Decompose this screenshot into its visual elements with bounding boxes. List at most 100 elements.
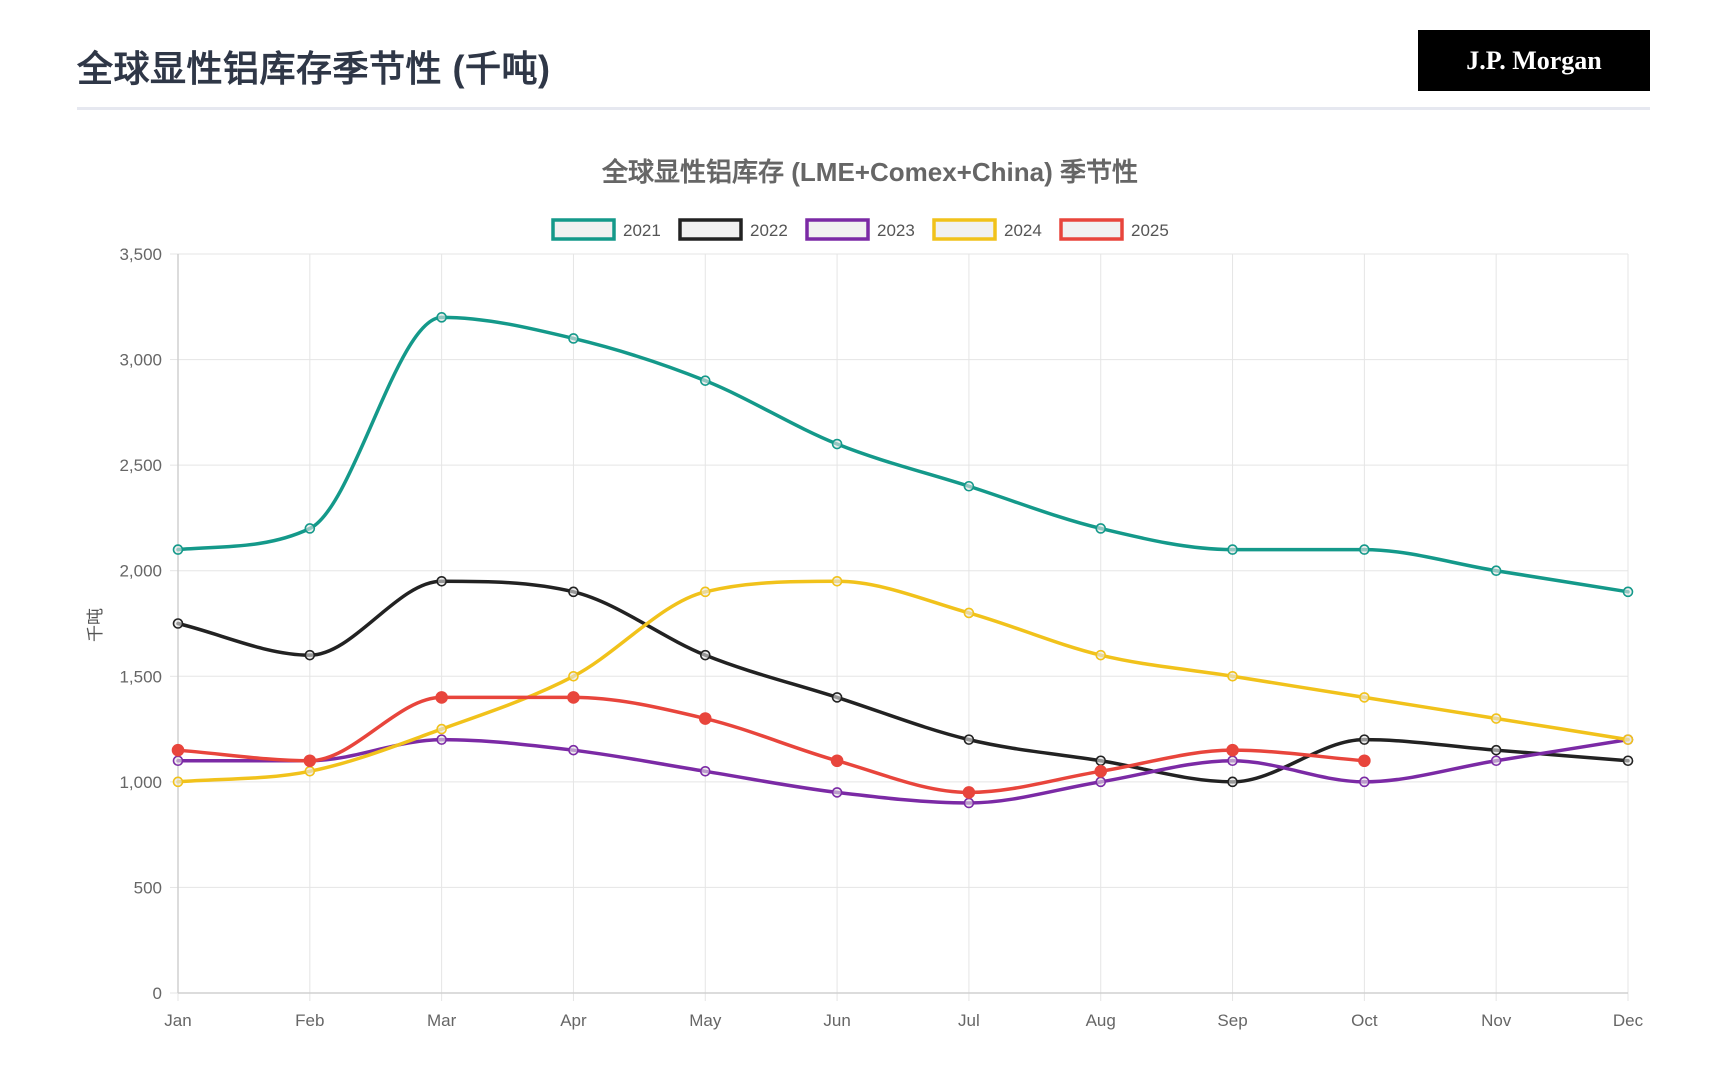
data-point-2024[interactable] — [1227, 670, 1238, 682]
data-point-2025[interactable] — [171, 743, 185, 757]
header-divider — [77, 107, 1650, 110]
data-point-2021[interactable] — [568, 333, 579, 344]
legend-item-2025[interactable]: 2025 — [1059, 218, 1169, 241]
data-point-2022[interactable] — [831, 692, 843, 703]
series-line-2021 — [176, 315, 1630, 594]
data-point-2021[interactable] — [1095, 523, 1107, 534]
brand-logo: J.P. Morgan — [1418, 30, 1650, 91]
data-point-2022[interactable] — [1359, 734, 1370, 745]
data-point-2021[interactable] — [436, 312, 447, 323]
data-point-2021[interactable] — [1622, 586, 1634, 598]
chart-title: 全球显性铝库存 (LME+Comex+China) 季节性 — [601, 157, 1138, 187]
data-point-2023[interactable] — [436, 734, 447, 745]
data-point-2021[interactable] — [699, 375, 711, 386]
data-point-2024[interactable] — [304, 765, 316, 777]
data-point-2021[interactable] — [1490, 565, 1502, 577]
data-point-2021[interactable] — [172, 544, 184, 555]
data-point-2022[interactable] — [1095, 755, 1107, 767]
data-point-2022[interactable] — [963, 734, 975, 745]
data-point-2023[interactable] — [1359, 776, 1370, 788]
chart-legend: 2021 2022 2023 2024 2025 — [551, 218, 1169, 241]
page-title: 全球显性铝库存季节性 (千吨) — [77, 48, 551, 89]
x-tick-label: Oct — [1351, 1011, 1378, 1030]
data-point-2025[interactable] — [962, 786, 976, 799]
chart-grid — [177, 253, 1629, 1001]
y-tick-label: 500 — [134, 878, 162, 897]
x-tick-label: Jun — [823, 1011, 850, 1030]
legend-item-2023[interactable]: 2023 — [805, 218, 915, 241]
data-point-2025[interactable] — [830, 754, 844, 768]
x-tick-label: Jan — [164, 1011, 191, 1030]
data-point-2024[interactable] — [568, 670, 579, 682]
legend-label: 2025 — [1131, 221, 1169, 240]
series-2022 — [172, 575, 1634, 788]
legend-item-2024[interactable]: 2024 — [932, 218, 1042, 241]
legend-label: 2023 — [877, 221, 915, 240]
data-point-2024[interactable] — [831, 575, 843, 587]
series-2021 — [172, 312, 1634, 598]
data-point-2022[interactable] — [699, 649, 711, 661]
data-point-2023[interactable] — [1490, 755, 1502, 767]
data-point-2022[interactable] — [436, 575, 447, 587]
x-tick-label: Dec — [1613, 1011, 1644, 1030]
legend-swatch — [805, 218, 870, 241]
data-point-2022[interactable] — [1622, 755, 1634, 767]
data-point-2022[interactable] — [1490, 744, 1502, 756]
data-point-2022[interactable] — [172, 618, 184, 629]
data-point-2023[interactable] — [699, 765, 711, 777]
data-point-2022[interactable] — [568, 586, 579, 598]
legend-swatch — [678, 218, 743, 241]
x-tick-label: Aug — [1086, 1011, 1116, 1030]
x-tick-label: Feb — [295, 1011, 324, 1030]
x-tick-label: May — [689, 1011, 722, 1030]
legend-swatch — [551, 218, 616, 241]
data-point-2025[interactable] — [1094, 764, 1108, 778]
data-point-2023[interactable] — [831, 787, 843, 798]
legend-swatch — [932, 218, 997, 241]
data-point-2023[interactable] — [963, 797, 975, 809]
series-2025 — [171, 691, 1371, 799]
data-point-2021[interactable] — [304, 523, 316, 534]
y-tick-label: 3,000 — [119, 351, 162, 370]
data-point-2022[interactable] — [304, 649, 316, 661]
data-point-2024[interactable] — [1095, 649, 1107, 661]
data-point-2025[interactable] — [698, 712, 712, 725]
y-tick-label: 0 — [153, 984, 162, 1003]
series-line-2024 — [176, 579, 1630, 784]
data-point-2024[interactable] — [963, 607, 975, 619]
legend-item-2022[interactable]: 2022 — [678, 218, 788, 241]
data-point-2022[interactable] — [1227, 776, 1238, 788]
data-point-2024[interactable] — [1622, 734, 1634, 745]
data-point-2023[interactable] — [568, 744, 579, 756]
data-point-2021[interactable] — [963, 480, 975, 492]
y-tick-label: 1,500 — [119, 667, 162, 686]
x-tick-label: Nov — [1481, 1011, 1512, 1030]
data-point-2021[interactable] — [1359, 544, 1370, 555]
data-point-2024[interactable] — [1359, 692, 1370, 703]
data-point-2024[interactable] — [172, 776, 184, 788]
chart-axes: 0 500 1,000 1,500 2,000 2,500 3,000 3,500 Jan Feb… — [119, 245, 1643, 1030]
y-tick-label: 3,500 — [119, 245, 162, 264]
data-point-2025[interactable] — [1358, 754, 1371, 768]
data-point-2024[interactable] — [436, 723, 447, 735]
x-tick-label: Apr — [560, 1011, 587, 1030]
data-point-2025[interactable] — [1226, 743, 1239, 757]
legend-item-2021[interactable]: 2021 — [551, 218, 661, 241]
data-point-2021[interactable] — [1227, 544, 1238, 555]
legend-label: 2021 — [623, 221, 661, 240]
data-point-2023[interactable] — [1095, 776, 1107, 788]
data-point-2024[interactable] — [699, 586, 711, 598]
legend-swatch — [1059, 218, 1124, 241]
data-point-2025[interactable] — [567, 691, 580, 704]
data-point-2024[interactable] — [1490, 713, 1502, 724]
data-point-2025[interactable] — [435, 691, 448, 704]
legend-label: 2022 — [750, 221, 788, 240]
data-point-2025[interactable] — [303, 754, 317, 768]
data-point-2021[interactable] — [831, 438, 843, 450]
data-point-2023[interactable] — [1227, 755, 1238, 767]
x-tick-label: Mar — [427, 1011, 457, 1030]
data-point-2023[interactable] — [172, 755, 184, 767]
y-axis-title: 千吨 — [86, 608, 105, 642]
legend-label: 2024 — [1004, 221, 1042, 240]
